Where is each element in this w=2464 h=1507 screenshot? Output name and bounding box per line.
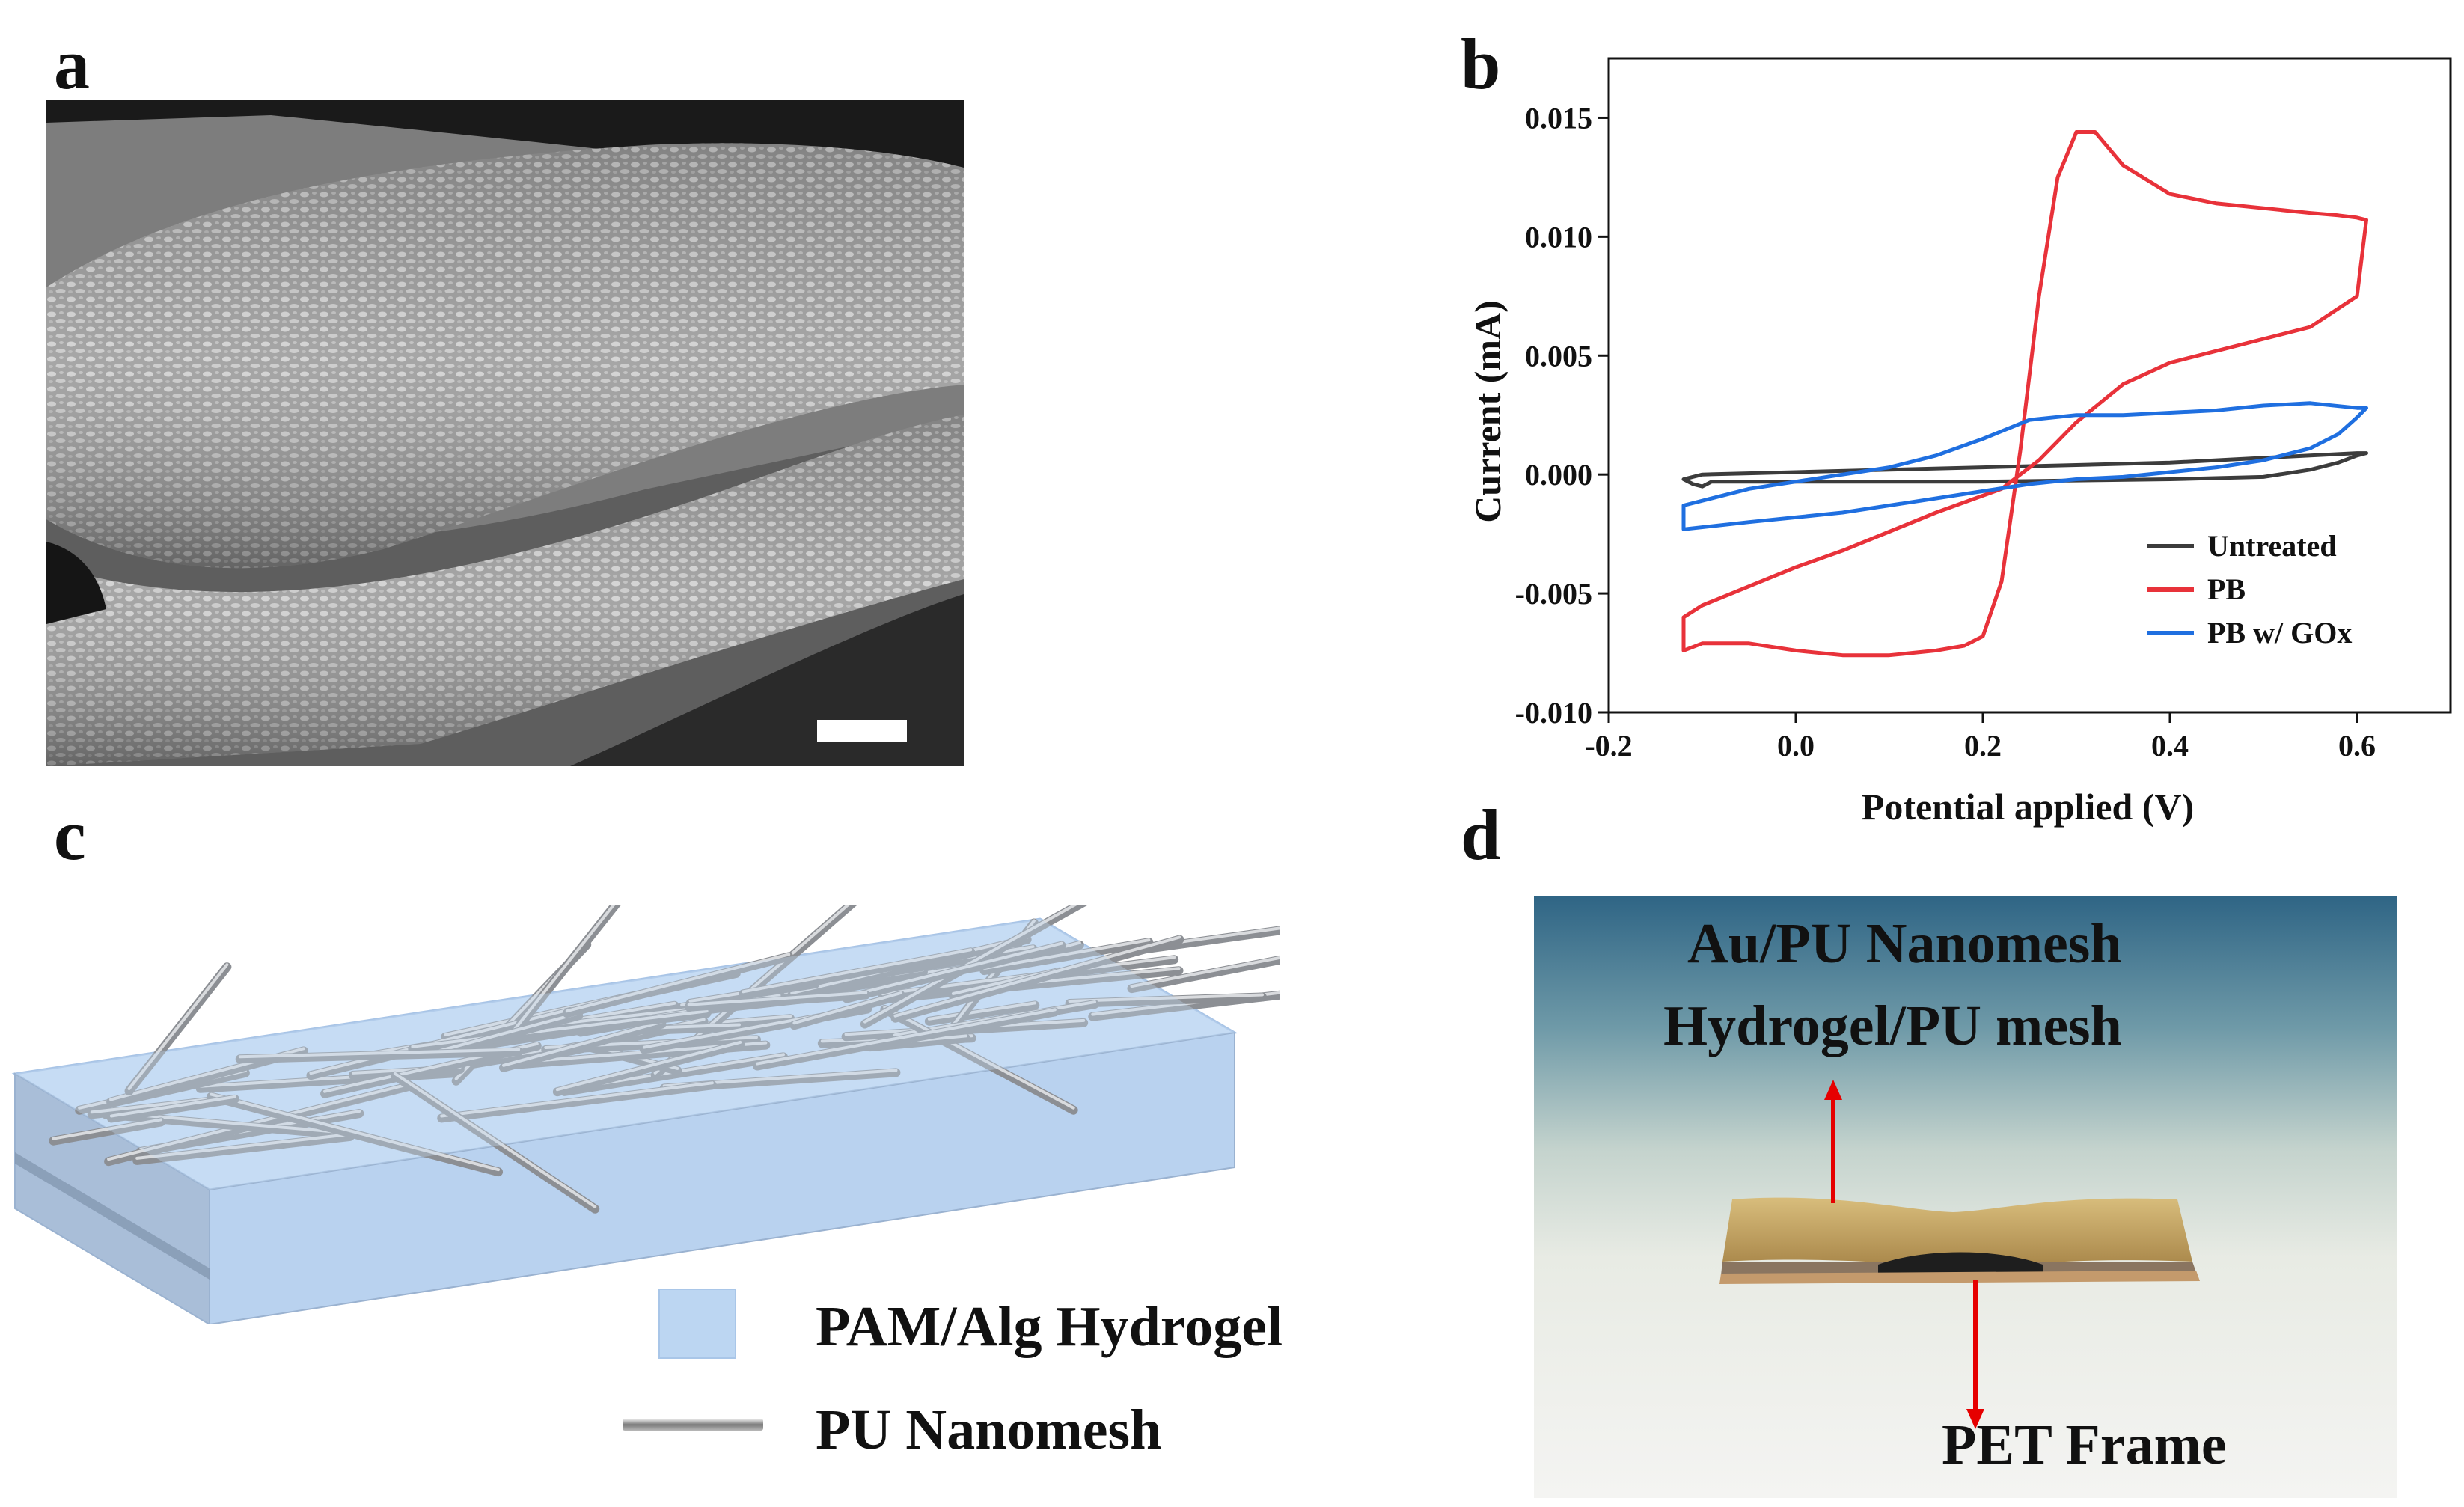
nanomesh-fiber-highlight <box>687 991 868 1006</box>
nanomesh-fiber <box>49 1117 166 1146</box>
nanomesh-fiber-highlight <box>863 905 1077 1024</box>
pet-frame-label: PET Frame <box>1942 1413 2227 1476</box>
nanomesh-fiber-highlight <box>792 991 902 1025</box>
nanomesh-legend-label: PU Nanomesh <box>816 1399 1162 1461</box>
nanomesh-fiber <box>979 938 1154 976</box>
nanomesh-fiber-highlight <box>411 1009 709 1048</box>
plot-area <box>1607 57 2452 714</box>
nanomesh-fiber-highlight <box>393 1072 597 1208</box>
nanomesh-legend-swatch <box>623 1419 763 1431</box>
nanomesh-fiber-highlight <box>982 938 1151 970</box>
hydrogel-legend-swatch <box>658 1289 736 1359</box>
pu-nanomesh-fibers <box>49 905 1280 1214</box>
x-tick-label: -0.2 <box>1585 729 1632 762</box>
nanomesh-fiber-highlight <box>502 1020 664 1067</box>
x-tick-label: 0.6 <box>2338 729 2376 762</box>
nanomesh-fiber-highlight <box>927 1001 1037 1021</box>
au-nanomesh-layer <box>1722 1197 2192 1266</box>
nanomesh-fiber <box>1065 992 1267 1009</box>
y-tick-label: 0.015 <box>1525 101 1592 135</box>
nanomesh-fiber-highlight <box>565 953 791 1013</box>
nanomesh-fiber <box>106 1094 239 1123</box>
au-pu-nanomesh-label: Au/PU Nanomesh <box>1687 912 2122 975</box>
hydrogel-legend-label: PAM/Alg Hydrogel <box>816 1295 1283 1358</box>
nanomesh-fiber <box>562 952 794 1018</box>
panel-label-c: c <box>54 795 86 875</box>
nanomesh-fiber-highlight <box>755 1008 1057 1066</box>
nanomesh-fiber-highlight <box>440 1081 714 1118</box>
nanomesh-fiber <box>552 1039 745 1097</box>
series-line-untreated <box>1681 451 2368 489</box>
x-tick-label: 0.4 <box>2151 729 2189 762</box>
y-tick-label: 0.010 <box>1525 220 1592 254</box>
cv-chart: -0.2 0.0 0.2 0.4 0.6 -0.010 -0.005 0.000 0.005 0… <box>1467 57 2452 828</box>
y-axis-label: Current (mA) <box>1467 300 1508 523</box>
panel-label-b: b <box>1461 24 1501 104</box>
series-line-pb <box>1681 130 2368 658</box>
nanomesh-fiber-highlight <box>127 963 229 1091</box>
y-tick-label: -0.005 <box>1515 577 1592 611</box>
hydrogel-nanomesh-schematic <box>11 905 1280 1324</box>
nanomesh-fiber-highlight <box>135 1132 352 1160</box>
x-tick-label: 0.2 <box>1964 729 2002 762</box>
nanomesh-fiber <box>739 947 976 999</box>
nanomesh-fiber-highlight <box>437 1012 581 1053</box>
nanomesh-fiber <box>499 1019 667 1072</box>
y-tick-label: 0.000 <box>1525 458 1592 492</box>
series-line-pb-w-gox <box>1681 401 2368 531</box>
y-tick-label: -0.010 <box>1515 696 1592 730</box>
nanomesh-fiber <box>390 1071 600 1214</box>
y-tick-label: 0.005 <box>1525 339 1592 373</box>
nanomesh-fiber <box>860 905 1087 1029</box>
panel-label-d: d <box>1461 795 1501 875</box>
nanomesh-fiber-highlight <box>555 1040 742 1092</box>
x-tick-label: 0.0 <box>1777 729 1815 762</box>
nanomesh-fiber <box>789 991 905 1030</box>
nanomesh-fiber <box>1127 955 1280 994</box>
scale-bar <box>817 720 907 742</box>
nanomesh-fiber <box>207 1092 504 1177</box>
sem-micrograph <box>46 100 964 766</box>
nanomesh-fiber <box>890 935 1184 1023</box>
legend-label: PB <box>2207 572 2246 606</box>
nanomesh-fiber <box>437 1080 717 1123</box>
panel-label-a: a <box>54 24 90 104</box>
nanomesh-fiber <box>235 1047 524 1064</box>
x-axis-label: Potential applied (V) <box>1862 786 2194 828</box>
nanomesh-fiber-highlight <box>742 948 973 994</box>
nanomesh-fiber-highlight <box>238 1048 521 1059</box>
legend-label: Untreated <box>2207 529 2337 563</box>
device-photograph <box>1534 896 2397 1498</box>
nanomesh-fiber-highlight <box>1068 993 1264 1003</box>
nanomesh-fiber-highlight <box>893 935 1181 1018</box>
nanomesh-fiber <box>132 1131 355 1165</box>
nanomesh-fiber <box>880 1005 1078 1115</box>
nanomesh-fiber-highlight <box>109 1095 236 1118</box>
nanomesh-fiber-highlight <box>883 1006 1075 1110</box>
nanomesh-fiber-highlight <box>845 941 1063 998</box>
hydrogel-pu-mesh-label: Hydrogel/PU mesh <box>1663 994 2122 1057</box>
legend-label: PB w/ GOx <box>2207 616 2352 649</box>
nanomesh-fiber-highlight <box>52 1118 163 1140</box>
nanomesh-fiber <box>434 1011 584 1058</box>
nanomesh-fiber <box>101 1110 352 1140</box>
nanomesh-fiber-highlight <box>107 1083 409 1161</box>
nanomesh-fiber <box>752 1007 1060 1071</box>
nanomesh-fiber <box>684 990 871 1012</box>
nanomesh-fiber <box>924 1000 1040 1026</box>
nanomesh-fiber-highlight <box>505 905 616 1041</box>
nanomesh-fiber-highlight <box>1130 956 1280 988</box>
nanomesh-fiber <box>640 1022 744 1035</box>
nanomesh-fiber <box>842 941 1066 1003</box>
nanomesh-fiber-highlight <box>210 1092 501 1172</box>
